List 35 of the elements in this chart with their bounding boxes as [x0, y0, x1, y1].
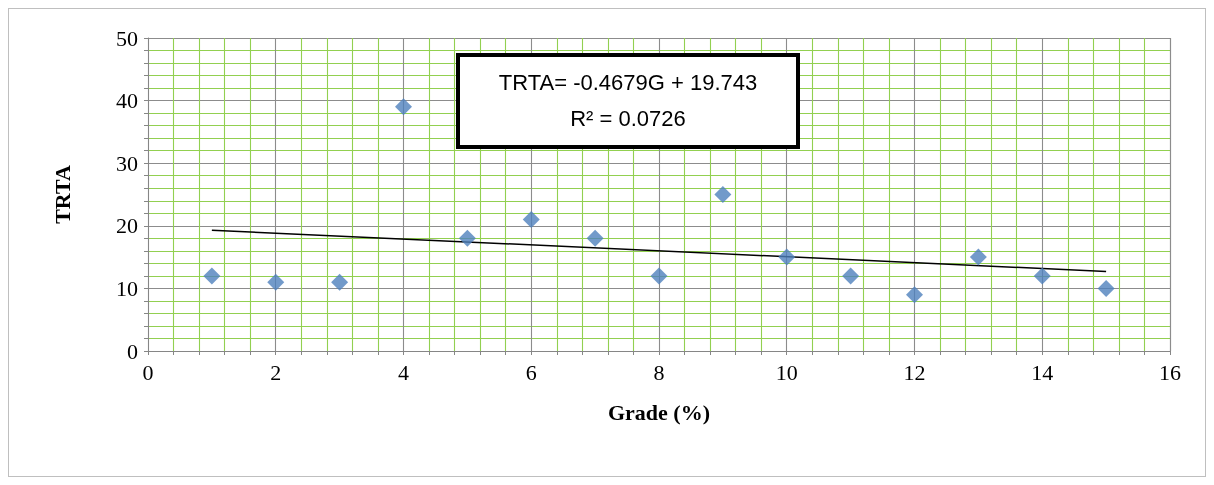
x-tick-label: 10 [775, 359, 798, 385]
equation-box: TRTA= -0.4679G + 19.743 R² = 0.0726 [456, 53, 800, 149]
point [586, 229, 604, 247]
y-tick-label: 40 [116, 88, 138, 114]
x-tick-label: 0 [142, 359, 154, 385]
y-axis-title: TRTA [49, 165, 75, 224]
point [1097, 279, 1115, 297]
x-tick-label: 12 [903, 359, 926, 385]
point [458, 229, 476, 247]
x-tick-label: 4 [398, 359, 409, 385]
point [650, 267, 668, 285]
x-tick-label: 6 [525, 359, 537, 385]
annotation: R² = 0.0726 [569, 105, 687, 133]
point [203, 267, 221, 285]
point [714, 186, 732, 203]
annotation: TRTA= -0.4679G + 19.743 [497, 69, 759, 97]
point [395, 98, 412, 116]
point [267, 273, 285, 291]
point [906, 286, 923, 304]
x-tick-label: 8 [653, 359, 665, 385]
point [1033, 267, 1051, 285]
point [522, 211, 540, 229]
x-tick-label: 16 [1159, 359, 1181, 385]
point [969, 248, 987, 266]
y-tick-label: 30 [116, 150, 138, 176]
y-tick-label: 50 [116, 25, 138, 51]
x-tick-label: 14 [1031, 359, 1054, 385]
point [331, 273, 349, 291]
point [842, 267, 860, 285]
x-tick-label: 2 [270, 359, 282, 385]
x-axis-title: Grade (%) [607, 399, 711, 425]
y-tick-label: 0 [127, 338, 138, 364]
y-tick-label: 10 [116, 275, 138, 301]
y-tick-label: 20 [116, 213, 138, 239]
point [778, 248, 796, 266]
